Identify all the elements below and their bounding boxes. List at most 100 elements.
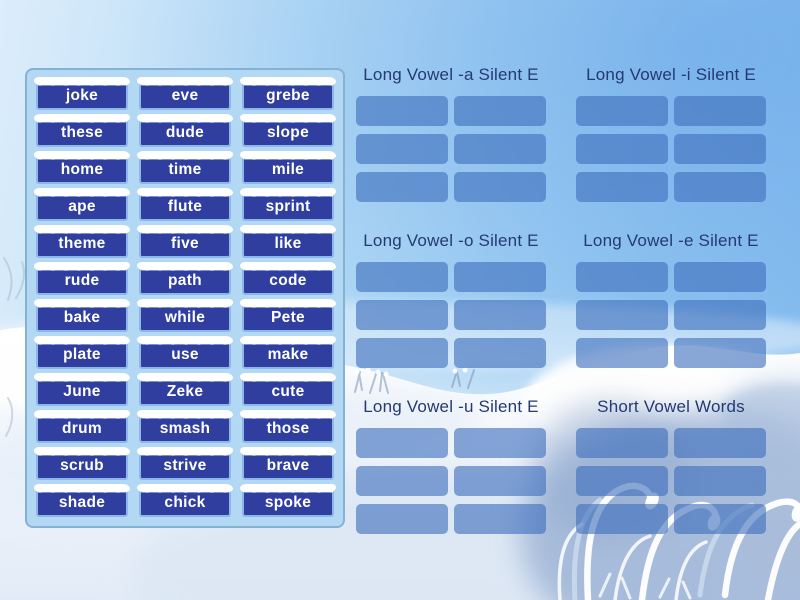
word-tile[interactable]: sprint bbox=[240, 188, 336, 221]
word-tile[interactable]: chick bbox=[137, 484, 233, 517]
word-tile[interactable]: like bbox=[240, 225, 336, 258]
word-tile[interactable]: theme bbox=[34, 225, 130, 258]
word-tile[interactable]: time bbox=[137, 151, 233, 184]
snow-cap-decoration bbox=[137, 225, 233, 236]
drop-slot[interactable] bbox=[576, 338, 668, 368]
snow-cap-decoration bbox=[34, 114, 130, 125]
word-tile[interactable]: smash bbox=[137, 410, 233, 443]
snow-cap-decoration bbox=[34, 447, 130, 458]
drop-slot[interactable] bbox=[356, 134, 448, 164]
word-tile[interactable]: mile bbox=[240, 151, 336, 184]
word-tile[interactable]: shade bbox=[34, 484, 130, 517]
drop-slot[interactable] bbox=[674, 466, 766, 496]
drop-slot[interactable] bbox=[674, 262, 766, 292]
word-tile[interactable]: five bbox=[137, 225, 233, 258]
drop-slot[interactable] bbox=[454, 466, 546, 496]
drop-slot[interactable] bbox=[454, 300, 546, 330]
drop-slot[interactable] bbox=[356, 428, 448, 458]
word-tile[interactable]: ape bbox=[34, 188, 130, 221]
word-tile[interactable]: Zeke bbox=[137, 373, 233, 406]
word-tile-label: chick bbox=[164, 494, 206, 511]
drop-slot[interactable] bbox=[356, 300, 448, 330]
word-tile[interactable]: home bbox=[34, 151, 130, 184]
drop-slot[interactable] bbox=[576, 172, 668, 202]
word-tile[interactable]: slope bbox=[240, 114, 336, 147]
drop-slot[interactable] bbox=[356, 96, 448, 126]
drop-slot[interactable] bbox=[674, 96, 766, 126]
drop-slot[interactable] bbox=[576, 134, 668, 164]
drop-slot[interactable] bbox=[356, 338, 448, 368]
word-tile[interactable]: while bbox=[137, 299, 233, 332]
word-tile[interactable]: brave bbox=[240, 447, 336, 480]
drop-slot[interactable] bbox=[576, 262, 668, 292]
word-tile[interactable]: scrub bbox=[34, 447, 130, 480]
word-tile[interactable]: grebe bbox=[240, 77, 336, 110]
word-tile-label: like bbox=[274, 235, 302, 252]
drop-slot[interactable] bbox=[576, 466, 668, 496]
drop-slot[interactable] bbox=[454, 134, 546, 164]
word-tile[interactable]: use bbox=[137, 336, 233, 369]
drop-slot[interactable] bbox=[674, 338, 766, 368]
snow-cap-decoration bbox=[34, 151, 130, 162]
snow-cap-decoration bbox=[240, 151, 336, 162]
word-tile[interactable]: Pete bbox=[240, 299, 336, 332]
word-tile-label: cute bbox=[271, 383, 305, 400]
word-tile[interactable]: cute bbox=[240, 373, 336, 406]
snow-cap-decoration bbox=[240, 410, 336, 421]
drop-slot[interactable] bbox=[576, 504, 668, 534]
snow-cap-decoration bbox=[137, 336, 233, 347]
drop-slot[interactable] bbox=[356, 262, 448, 292]
word-tile-label: June bbox=[63, 383, 101, 400]
word-tile[interactable]: strive bbox=[137, 447, 233, 480]
drop-slot[interactable] bbox=[356, 172, 448, 202]
snow-cap-decoration bbox=[34, 262, 130, 273]
word-tile-label: time bbox=[168, 161, 202, 178]
word-tile[interactable]: path bbox=[137, 262, 233, 295]
word-tile[interactable]: drum bbox=[34, 410, 130, 443]
word-tile-label: five bbox=[171, 235, 199, 252]
drop-slot[interactable] bbox=[674, 428, 766, 458]
word-tile[interactable]: rude bbox=[34, 262, 130, 295]
word-tile[interactable]: code bbox=[240, 262, 336, 295]
word-tile[interactable]: bake bbox=[34, 299, 130, 332]
word-tile-label: those bbox=[266, 420, 310, 437]
word-tile[interactable]: those bbox=[240, 410, 336, 443]
drop-slot[interactable] bbox=[454, 338, 546, 368]
word-tile[interactable]: plate bbox=[34, 336, 130, 369]
drop-slot[interactable] bbox=[454, 172, 546, 202]
drop-slot[interactable] bbox=[454, 262, 546, 292]
word-tile-label: mile bbox=[271, 161, 305, 178]
drop-slot[interactable] bbox=[674, 300, 766, 330]
snow-cap-decoration bbox=[137, 484, 233, 495]
drop-slot[interactable] bbox=[576, 96, 668, 126]
word-bank-panel: joke eve grebe these dude slope home bbox=[25, 68, 345, 528]
snow-cap-decoration bbox=[240, 373, 336, 384]
drop-slot[interactable] bbox=[454, 428, 546, 458]
word-tile[interactable]: dude bbox=[137, 114, 233, 147]
drop-slot[interactable] bbox=[454, 504, 546, 534]
snow-cap-decoration bbox=[34, 188, 130, 199]
word-tile-label: Pete bbox=[271, 309, 305, 326]
drop-slot[interactable] bbox=[356, 466, 448, 496]
word-tile-label: strive bbox=[163, 457, 207, 474]
word-tile-label: shade bbox=[58, 494, 106, 511]
snow-cap-decoration bbox=[137, 373, 233, 384]
snow-cap-decoration bbox=[137, 410, 233, 421]
word-tile-label: brave bbox=[266, 457, 310, 474]
word-tile-label: code bbox=[269, 272, 307, 289]
drop-slot[interactable] bbox=[576, 428, 668, 458]
word-tile[interactable]: spoke bbox=[240, 484, 336, 517]
snow-cap-decoration bbox=[137, 447, 233, 458]
drop-slot[interactable] bbox=[674, 504, 766, 534]
drop-slot[interactable] bbox=[674, 134, 766, 164]
drop-slot[interactable] bbox=[356, 504, 448, 534]
word-tile[interactable]: make bbox=[240, 336, 336, 369]
word-tile[interactable]: flute bbox=[137, 188, 233, 221]
drop-slot[interactable] bbox=[576, 300, 668, 330]
drop-slot[interactable] bbox=[454, 96, 546, 126]
word-tile[interactable]: these bbox=[34, 114, 130, 147]
drop-slot[interactable] bbox=[674, 172, 766, 202]
word-tile[interactable]: June bbox=[34, 373, 130, 406]
word-tile[interactable]: joke bbox=[34, 77, 130, 110]
word-tile[interactable]: eve bbox=[137, 77, 233, 110]
